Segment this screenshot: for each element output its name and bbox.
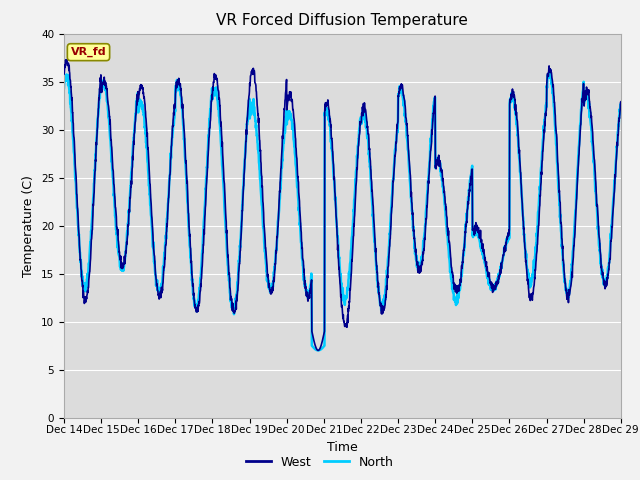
- West: [216, 97, 223, 103]
- North: [371, 237, 379, 242]
- Text: VR_fd: VR_fd: [70, 47, 106, 57]
- West: [617, 99, 625, 105]
- Line: North: North: [64, 71, 621, 350]
- North: [359, 110, 367, 116]
- North: [314, 348, 322, 353]
- North: [584, 94, 591, 100]
- X-axis label: Time: Time: [327, 441, 358, 454]
- Line: West: West: [64, 60, 621, 350]
- North: [617, 102, 625, 108]
- West: [568, 269, 576, 275]
- West: [63, 57, 70, 63]
- West: [584, 87, 591, 93]
- Legend: West, North: West, North: [241, 451, 399, 474]
- North: [547, 68, 554, 73]
- West: [371, 239, 379, 245]
- Y-axis label: Temperature (C): Temperature (C): [22, 175, 35, 276]
- North: [216, 113, 223, 119]
- North: [60, 85, 68, 91]
- West: [359, 108, 367, 114]
- North: [568, 263, 576, 268]
- West: [505, 233, 513, 239]
- West: [60, 71, 68, 77]
- North: [504, 234, 512, 240]
- West: [314, 348, 322, 353]
- Title: VR Forced Diffusion Temperature: VR Forced Diffusion Temperature: [216, 13, 468, 28]
